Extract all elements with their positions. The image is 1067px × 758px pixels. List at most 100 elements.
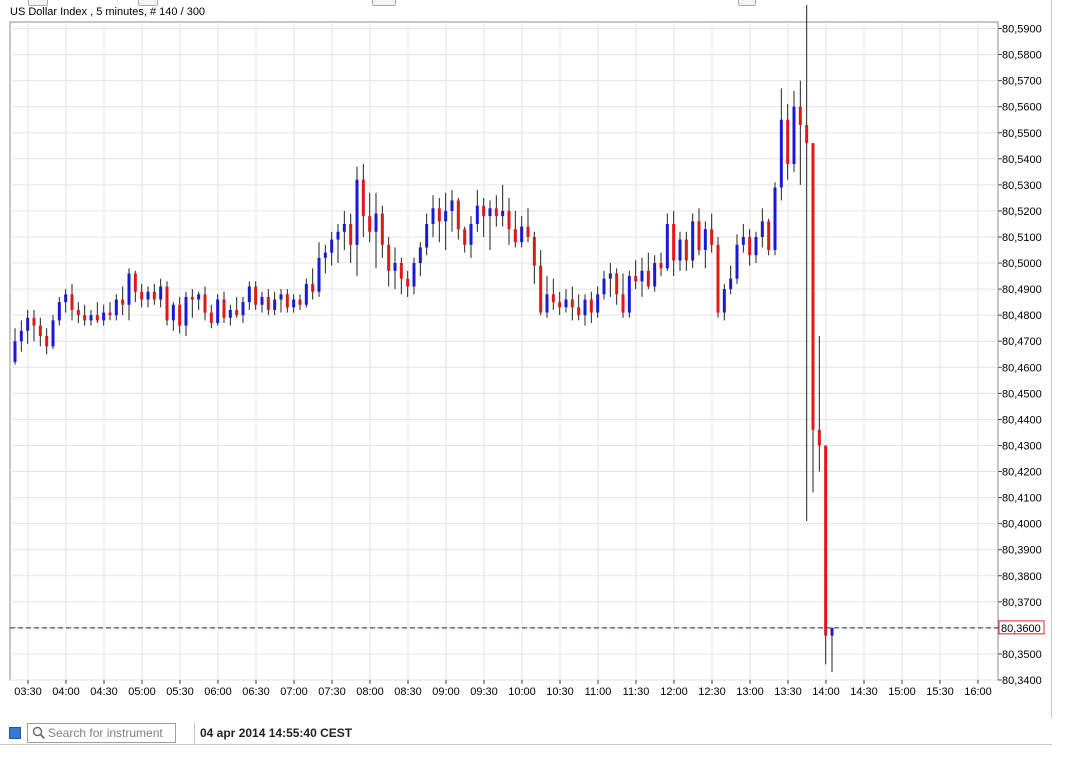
candle — [602, 270, 606, 300]
candle — [83, 304, 87, 326]
candle — [51, 315, 55, 350]
candle — [285, 289, 289, 313]
candle — [64, 289, 68, 313]
search-instrument-box[interactable] — [27, 723, 176, 743]
candle — [178, 296, 182, 334]
candle — [735, 234, 739, 284]
candle — [482, 197, 486, 237]
candle — [114, 294, 118, 321]
y-tick-label: 80,3700 — [1002, 597, 1042, 609]
toolbar-button[interactable] — [138, 0, 158, 6]
y-tick-label: 80,5400 — [1002, 154, 1042, 166]
y-tick-label: 80,3800 — [1002, 571, 1042, 583]
y-tick-label: 80,4500 — [1002, 388, 1042, 400]
candle — [716, 236, 720, 318]
candle — [786, 104, 790, 180]
candle — [551, 278, 555, 310]
candle — [292, 294, 296, 313]
candle — [805, 5, 809, 522]
candle — [108, 302, 112, 321]
candle — [659, 252, 663, 277]
candle — [95, 302, 99, 323]
x-tick-label: 13:30 — [774, 686, 802, 698]
candle — [140, 283, 144, 308]
candle — [26, 309, 30, 344]
candles — [13, 5, 834, 673]
x-tick-label: 07:00 — [280, 686, 308, 698]
status-timestamp: 04 apr 2014 14:55:40 CEST — [200, 726, 353, 740]
candle — [513, 210, 517, 248]
y-tick-label: 80,4400 — [1002, 414, 1042, 426]
x-tick-label: 10:30 — [546, 686, 574, 698]
candle — [830, 627, 834, 673]
candle — [792, 91, 796, 172]
search-input[interactable] — [48, 725, 173, 741]
candle — [38, 317, 42, 347]
candle — [475, 190, 479, 232]
x-tick-label: 14:30 — [850, 686, 878, 698]
candle — [336, 223, 340, 264]
candle — [197, 291, 201, 310]
candle — [76, 302, 80, 323]
x-tick-label: 09:30 — [470, 686, 498, 698]
candle — [437, 197, 441, 243]
candle — [456, 197, 460, 240]
x-tick-label: 08:00 — [356, 686, 384, 698]
x-tick-label: 07:30 — [318, 686, 346, 698]
toolbar-button[interactable] — [738, 0, 756, 6]
toolbar-button[interactable] — [372, 0, 396, 6]
current-price-label: 80,3600 — [1001, 623, 1041, 635]
y-tick-label: 80,4700 — [1002, 336, 1042, 348]
x-tick-label: 03:30 — [14, 686, 42, 698]
candle — [171, 302, 175, 331]
instrument-color-icon[interactable] — [9, 727, 21, 739]
candle — [558, 291, 562, 316]
candlestick-chart[interactable]: 80,5900 80,5800 80,5700 80,5600 80,5500 80,54… — [0, 0, 1052, 718]
x-tick-label: 05:30 — [166, 686, 194, 698]
candle — [494, 195, 498, 227]
candle — [57, 296, 61, 326]
candle — [469, 216, 473, 258]
candle — [349, 213, 353, 264]
candle — [266, 289, 270, 316]
candle — [779, 88, 783, 201]
y-tick-label: 80,4900 — [1002, 284, 1042, 296]
y-tick-label: 80,3900 — [1002, 545, 1042, 557]
y-tick-label: 80,5200 — [1002, 206, 1042, 218]
candle — [133, 270, 137, 303]
toolbar-button[interactable] — [28, 0, 48, 6]
x-tick-label: 10:00 — [508, 686, 536, 698]
candle — [330, 231, 334, 266]
candle — [589, 291, 593, 323]
y-tick-label: 80,4600 — [1002, 362, 1042, 374]
candle — [209, 304, 213, 329]
candle — [539, 250, 543, 316]
candle — [13, 328, 17, 365]
x-tick-label: 11:00 — [585, 686, 612, 698]
x-tick-label: 12:00 — [660, 686, 688, 698]
candle — [159, 278, 163, 308]
x-tick-label: 16:00 — [964, 686, 992, 698]
candle — [89, 309, 93, 326]
candle — [741, 223, 745, 253]
candle — [748, 229, 752, 266]
candle — [165, 281, 169, 326]
candle — [773, 182, 777, 256]
candle — [754, 231, 758, 264]
candle — [273, 291, 277, 316]
candle — [583, 294, 587, 326]
candle — [374, 192, 378, 269]
x-tick-label: 15:00 — [888, 686, 916, 698]
candle — [634, 260, 638, 290]
candle — [418, 242, 422, 277]
candle — [146, 286, 150, 308]
candle — [520, 216, 524, 248]
candle — [190, 289, 194, 318]
candle — [811, 143, 815, 493]
candle — [260, 291, 264, 313]
candle — [646, 252, 650, 290]
candle — [425, 213, 429, 256]
candle — [19, 320, 23, 352]
candle — [412, 257, 416, 295]
y-axis-ticks: 80,5900 80,5800 80,5700 80,5600 80,5500 80,54… — [998, 24, 1042, 687]
